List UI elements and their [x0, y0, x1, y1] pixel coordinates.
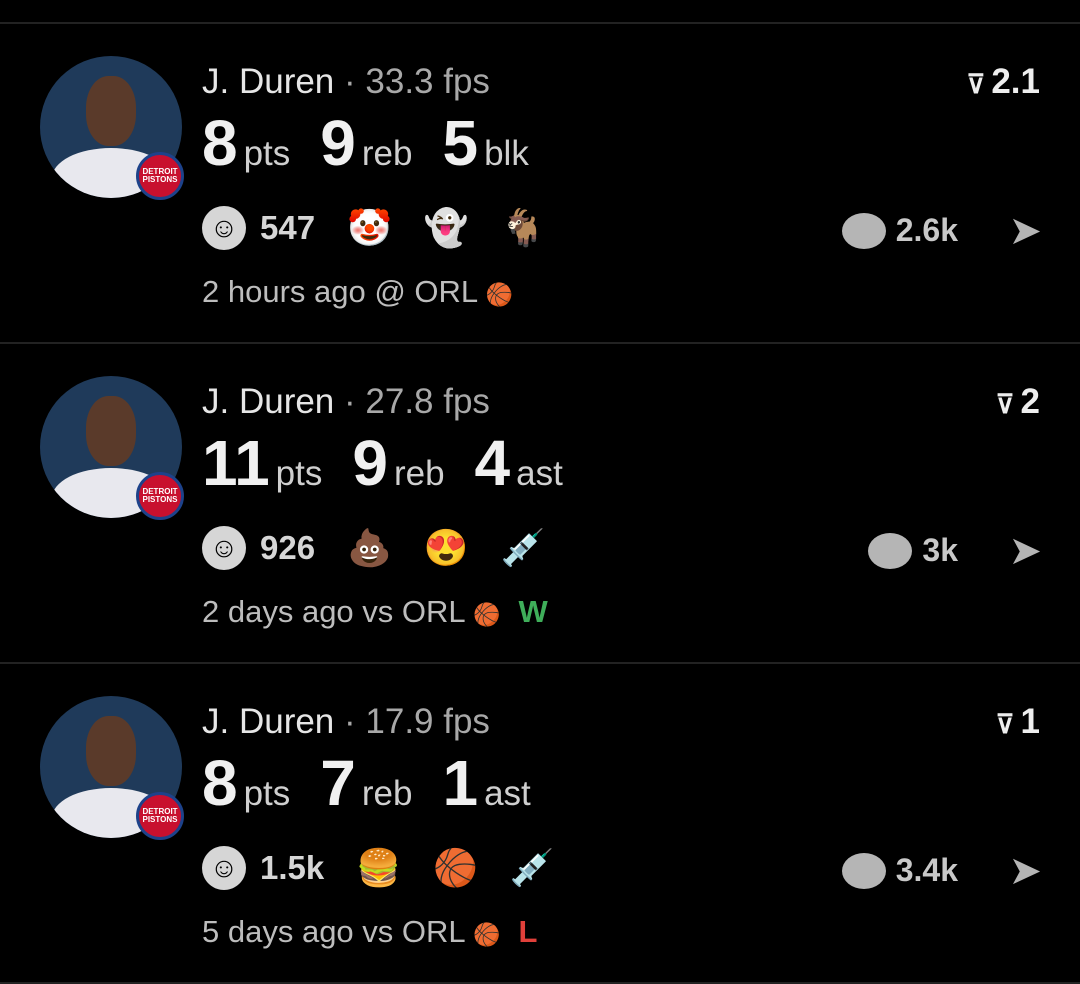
vote-score: 2	[1020, 382, 1040, 421]
player-name[interactable]: J. Duren	[202, 62, 335, 101]
team-badge: DETROIT PISTONS	[136, 152, 184, 200]
stat-value: 8	[202, 107, 238, 179]
vote-button[interactable]: ⊽ 1	[996, 702, 1041, 742]
game-result: L	[518, 914, 538, 949]
stat-value: 7	[320, 747, 356, 819]
vote-button[interactable]: ⊽ 2	[996, 382, 1041, 422]
reaction-emoji[interactable]: 🤡	[347, 207, 392, 248]
reactions-row: ☺ 547 🤡 👻 🐐	[202, 206, 564, 250]
player-name[interactable]: J. Duren	[202, 382, 335, 421]
game-info: 2 days ago vs ORL 🏀 W	[202, 594, 548, 630]
comment-icon	[841, 852, 886, 889]
stat-value: 4	[474, 427, 511, 499]
separator: ·	[334, 382, 366, 421]
post-card[interactable]: DETROIT PISTONS J. Duren · 33.3 fps 8 pts 9…	[0, 24, 1080, 344]
timestamp: 2 hours ago @ ORL	[202, 274, 478, 309]
add-reaction-icon[interactable]: ☺	[202, 846, 246, 890]
reaction-emoji[interactable]: 💉	[500, 527, 546, 568]
separator: ·	[334, 62, 366, 101]
reaction-emoji[interactable]: 🍔	[356, 847, 402, 888]
comment-count: 2.6k	[895, 212, 958, 248]
stat-line: 8 pts 9 reb 5 blk	[202, 106, 559, 180]
post-card[interactable]: DETROIT PISTONS J. Duren · 17.9 fps 8 pts 7…	[0, 664, 1080, 984]
stat-unit: reb	[361, 134, 413, 173]
stat-unit: ast	[516, 454, 563, 493]
fantasy-points: 33.3 fps	[365, 62, 490, 101]
comments-button[interactable]: 2.6k	[841, 212, 958, 249]
timestamp: 2 days ago vs ORL	[202, 594, 465, 629]
magic-logo-icon: 🏀	[485, 282, 514, 307]
reaction-emoji[interactable]: 💩	[347, 527, 392, 568]
post-card[interactable]: DETROIT PISTONS J. Duren · 27.8 fps 11 pts…	[0, 344, 1080, 664]
reaction-count: 547	[260, 209, 316, 246]
separator: ·	[334, 702, 366, 741]
stat-unit: reb	[361, 774, 413, 813]
feed: DETROIT PISTONS J. Duren · 33.3 fps 8 pts 9…	[0, 24, 1080, 984]
share-icon[interactable]: ➤	[1008, 849, 1042, 893]
add-reaction-icon[interactable]: ☺	[202, 206, 246, 250]
fantasy-points: 17.9 fps	[365, 702, 490, 741]
comment-count: 3.4k	[895, 852, 958, 888]
upvote-icon: ⊽	[995, 389, 1015, 419]
magic-logo-icon: 🏀	[473, 922, 501, 947]
stat-line: 11 pts 9 reb 4 ast	[202, 426, 593, 500]
add-reaction-icon[interactable]: ☺	[202, 526, 246, 570]
reaction-count: 926	[260, 529, 316, 566]
stat-line: 8 pts 7 reb 1 ast	[202, 746, 561, 820]
post-header: J. Duren · 27.8 fps	[202, 382, 490, 422]
game-info: 2 hours ago @ ORL 🏀	[202, 274, 531, 310]
magic-logo-icon: 🏀	[473, 602, 501, 627]
reaction-emoji[interactable]: 🏀	[433, 847, 478, 888]
stat-value: 11	[202, 427, 270, 499]
player-name[interactable]: J. Duren	[202, 702, 335, 741]
reaction-emoji[interactable]: 👻	[423, 207, 469, 248]
stat-value: 5	[442, 107, 479, 179]
share-icon[interactable]: ➤	[1008, 529, 1042, 573]
top-divider	[0, 0, 1080, 24]
stat-unit: pts	[275, 454, 323, 493]
stat-value: 9	[320, 107, 356, 179]
upvote-icon: ⊽	[995, 709, 1015, 739]
timestamp: 5 days ago vs ORL	[202, 914, 465, 949]
reaction-emoji[interactable]: 😍	[423, 527, 469, 568]
comment-icon	[868, 532, 913, 569]
stat-unit: pts	[243, 134, 291, 173]
team-badge: DETROIT PISTONS	[136, 792, 184, 840]
reactions-row: ☺ 926 💩 😍 💉	[202, 526, 564, 570]
stat-unit: ast	[484, 774, 531, 813]
vote-score: 2.1	[991, 62, 1040, 101]
upvote-icon: ⊽	[966, 69, 986, 99]
game-info: 5 days ago vs ORL 🏀 L	[202, 914, 537, 950]
reactions-row: ☺ 1.5k 🍔 🏀 💉	[202, 846, 573, 890]
game-result: W	[518, 594, 548, 629]
post-header: J. Duren · 17.9 fps	[202, 702, 490, 742]
stat-unit: blk	[484, 134, 529, 173]
vote-button[interactable]: ⊽ 2.1	[966, 62, 1040, 102]
post-header: J. Duren · 33.3 fps	[202, 62, 490, 102]
team-badge: DETROIT PISTONS	[136, 472, 184, 520]
comment-count: 3k	[922, 532, 958, 568]
fantasy-points: 27.8 fps	[365, 382, 490, 421]
stat-value: 9	[352, 427, 388, 499]
reaction-count: 1.5k	[260, 849, 325, 886]
vote-score: 1	[1020, 702, 1040, 741]
comment-icon	[841, 212, 886, 249]
reaction-emoji[interactable]: 🐐	[500, 207, 546, 248]
stat-value: 8	[202, 747, 238, 819]
stat-unit: reb	[393, 454, 445, 493]
share-icon[interactable]: ➤	[1008, 209, 1042, 253]
reaction-emoji[interactable]: 💉	[509, 847, 555, 888]
stat-value: 1	[442, 747, 479, 819]
stat-unit: pts	[243, 774, 291, 813]
comments-button[interactable]: 3k	[868, 532, 958, 569]
comments-button[interactable]: 3.4k	[841, 852, 958, 889]
